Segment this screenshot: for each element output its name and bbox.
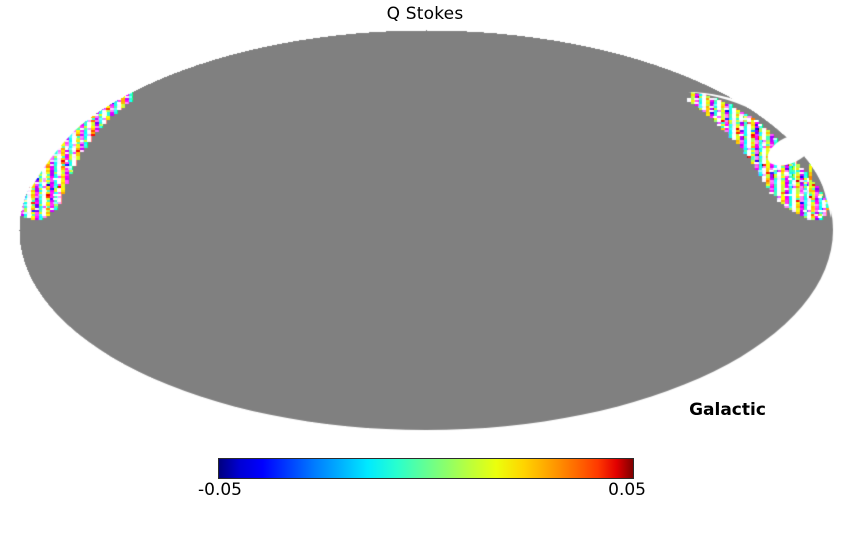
mollweide-sky-map[interactable] bbox=[18, 29, 834, 432]
colorbar-max-label: 0.05 bbox=[608, 480, 646, 500]
colorbar: -0.05 0.05 bbox=[198, 458, 646, 508]
colorbar-gradient[interactable] bbox=[218, 458, 634, 479]
colorbar-min-label: -0.05 bbox=[198, 480, 242, 500]
page-title: Q Stokes bbox=[386, 4, 464, 24]
coordinate-system-label: Galactic bbox=[689, 400, 766, 420]
